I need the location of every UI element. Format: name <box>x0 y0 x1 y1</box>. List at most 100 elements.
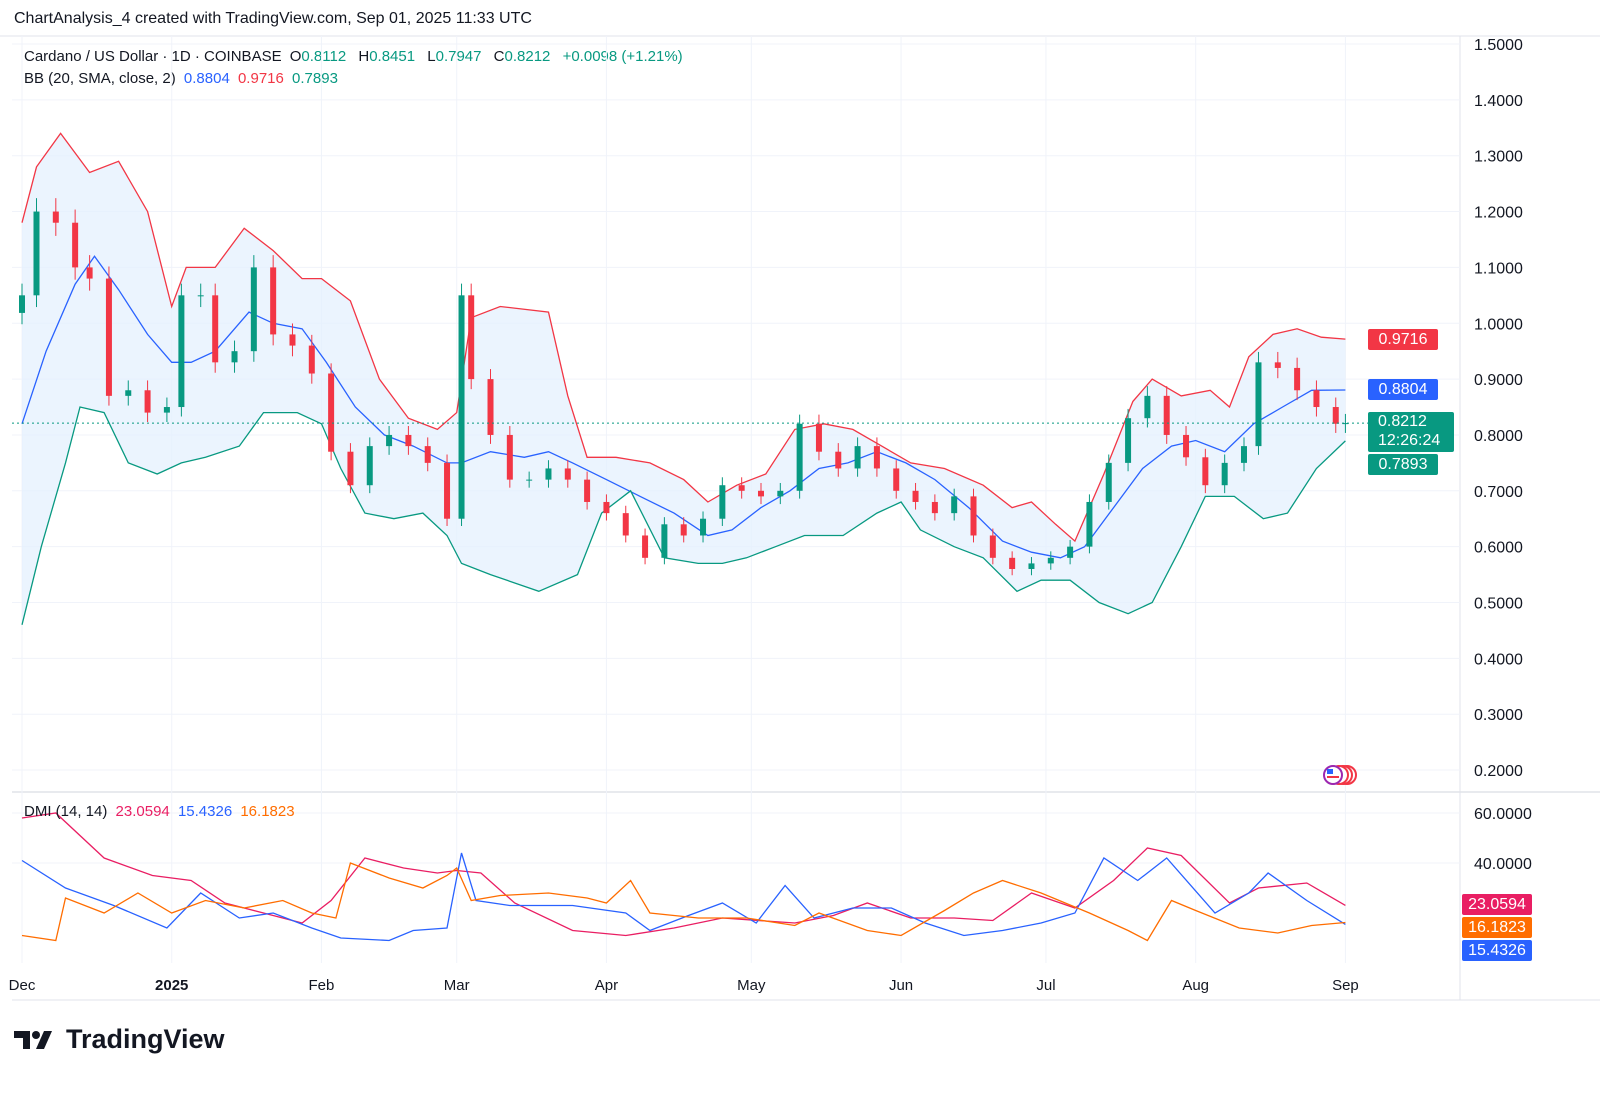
candle-body <box>1313 390 1320 408</box>
bb-upper-line <box>21 132 1346 543</box>
candle-body <box>1163 395 1170 435</box>
bb-lower-value: 0.7893 <box>292 70 338 87</box>
price-tick-label: 0.7000 <box>1474 484 1523 501</box>
price-tick-label: 0.4000 <box>1474 651 1523 668</box>
candle-body <box>1105 462 1112 502</box>
candle-body <box>250 267 257 352</box>
high-label: H <box>358 48 370 65</box>
candle-body <box>796 423 803 491</box>
candle-body <box>347 451 354 486</box>
candle-body <box>584 479 591 502</box>
candle-body <box>1067 546 1074 558</box>
price-tick-label: 1.2000 <box>1474 205 1523 222</box>
dmi-label[interactable]: DMI (14, 14) <box>24 803 108 820</box>
candle-body <box>738 485 745 491</box>
price-tick-label: 0.5000 <box>1474 596 1523 613</box>
candle-body <box>545 468 552 480</box>
bb-lower-tag: 0.7893 <box>1368 454 1438 475</box>
candle-body <box>564 468 571 480</box>
candle-body <box>366 446 373 486</box>
candle-body <box>951 496 958 514</box>
candle-body <box>642 535 649 558</box>
candle-body <box>835 451 842 469</box>
bb-upper-tag: 0.9716 <box>1368 329 1438 350</box>
candle-body <box>526 479 533 481</box>
dmi-tick-label: 40.0000 <box>1474 856 1532 873</box>
candle-body <box>1274 362 1281 368</box>
candle-body <box>178 295 185 408</box>
candle-body <box>212 295 219 363</box>
price-tick-label: 0.8000 <box>1474 428 1523 445</box>
time-tick-label: Dec <box>9 977 36 994</box>
candle-body <box>1009 557 1016 569</box>
candle-body <box>487 379 494 435</box>
candle-body <box>1240 446 1247 463</box>
logo-text: TradingView <box>66 1024 225 1054</box>
candle-body <box>231 351 238 363</box>
candle-body <box>1028 563 1035 569</box>
price-tick-label: 0.6000 <box>1474 540 1523 557</box>
dmi-legend: DMI (14, 14) 23.0594 15.4326 16.1823 <box>24 803 299 820</box>
price-tick-label: 0.9000 <box>1474 372 1523 389</box>
candle-body <box>893 468 900 491</box>
open-value: 0.8112 <box>301 48 347 65</box>
low-value: 0.7947 <box>435 48 482 65</box>
symbol-legend: Cardano / US Dollar · 1D · COINBASE O0.8… <box>24 46 687 90</box>
candle-body <box>661 524 668 558</box>
price-tick-label: 0.3000 <box>1474 707 1523 724</box>
high-value: 0.8451 <box>369 48 416 65</box>
last-price-tag: 0.8212 12:26:24 <box>1368 412 1454 452</box>
tradingview-logo-icon <box>14 1030 52 1049</box>
candle-body <box>33 211 40 296</box>
candle-body <box>1144 395 1151 419</box>
candle-body <box>1086 501 1093 547</box>
candle-body <box>680 524 687 536</box>
minus-di-tag: 23.0594 <box>1462 894 1532 915</box>
price-tick-label: 1.3000 <box>1474 149 1523 166</box>
time-tick-label: Apr <box>595 977 618 994</box>
price-tick-label: 1.0000 <box>1474 316 1523 333</box>
time-tick-label: Sep <box>1332 977 1359 994</box>
candle-body <box>777 490 784 497</box>
time-tick-label: Mar <box>444 977 470 994</box>
candle-body <box>1125 418 1132 463</box>
candle-body <box>873 446 880 469</box>
bb-mid-line <box>21 255 1346 559</box>
candle-body <box>719 485 726 519</box>
candle-body <box>468 295 475 380</box>
candle-body <box>105 278 112 396</box>
candle-body <box>197 295 204 297</box>
candle-body <box>405 434 412 447</box>
candle-body <box>603 501 610 514</box>
candle-body <box>757 490 764 497</box>
candle-body <box>308 345 315 374</box>
symbol-name[interactable]: Cardano / US Dollar · 1D · COINBASE <box>24 48 282 65</box>
close-value: 0.8212 <box>504 48 551 65</box>
low-label: L <box>427 48 436 65</box>
last-price: 0.8212 <box>1378 413 1427 430</box>
chart-credit: ChartAnalysis_4 created with TradingView… <box>14 10 532 27</box>
price-tick-label: 1.5000 <box>1474 37 1523 54</box>
candle-body <box>1047 557 1054 564</box>
candle-body <box>144 390 151 413</box>
change-value: +0.0098 (+1.21%) <box>562 48 683 65</box>
tradingview-logo[interactable]: TradingView <box>14 1024 225 1055</box>
price-tick-label: 0.2000 <box>1474 763 1523 780</box>
candle-body <box>386 434 393 447</box>
minus-di-value: 23.0594 <box>115 803 170 820</box>
close-label: C <box>493 48 505 65</box>
adx-tag: 16.1823 <box>1462 917 1532 938</box>
bar-countdown: 12:26:24 <box>1378 432 1441 449</box>
bb-label[interactable]: BB (20, SMA, close, 2) <box>24 70 176 87</box>
time-tick-label: Jul <box>1036 977 1055 994</box>
candle-body <box>622 513 629 536</box>
time-tick-label: Feb <box>309 977 335 994</box>
candle-body <box>1342 423 1349 425</box>
bb-mid-value: 0.8804 <box>183 70 230 87</box>
candle-body <box>815 423 822 452</box>
us-flag-event-icon <box>1327 769 1333 774</box>
candle-body <box>854 446 861 469</box>
dmi-tick-label: 60.0000 <box>1474 806 1532 823</box>
candle-body <box>931 501 938 514</box>
